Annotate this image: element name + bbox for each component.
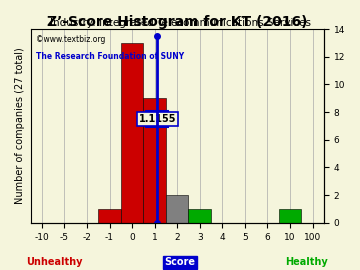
Bar: [143, 98, 166, 223]
Y-axis label: Number of companies (27 total): Number of companies (27 total): [15, 48, 25, 204]
Bar: [279, 209, 301, 223]
Text: Industry: Integrated Telecommunications Services: Industry: Integrated Telecommunications …: [50, 18, 310, 28]
Text: Score: Score: [165, 257, 195, 267]
Text: The Research Foundation of SUNY: The Research Foundation of SUNY: [36, 52, 185, 61]
Bar: [98, 209, 121, 223]
Bar: [121, 43, 143, 223]
Text: Healthy: Healthy: [285, 257, 327, 267]
Text: Unhealthy: Unhealthy: [26, 257, 82, 267]
Bar: [188, 209, 211, 223]
Text: ©www.textbiz.org: ©www.textbiz.org: [36, 35, 106, 44]
Bar: [166, 195, 188, 223]
Text: 1.1155: 1.1155: [139, 114, 176, 124]
Title: Z’-Score Histogram for KT (2016): Z’-Score Histogram for KT (2016): [47, 15, 307, 29]
